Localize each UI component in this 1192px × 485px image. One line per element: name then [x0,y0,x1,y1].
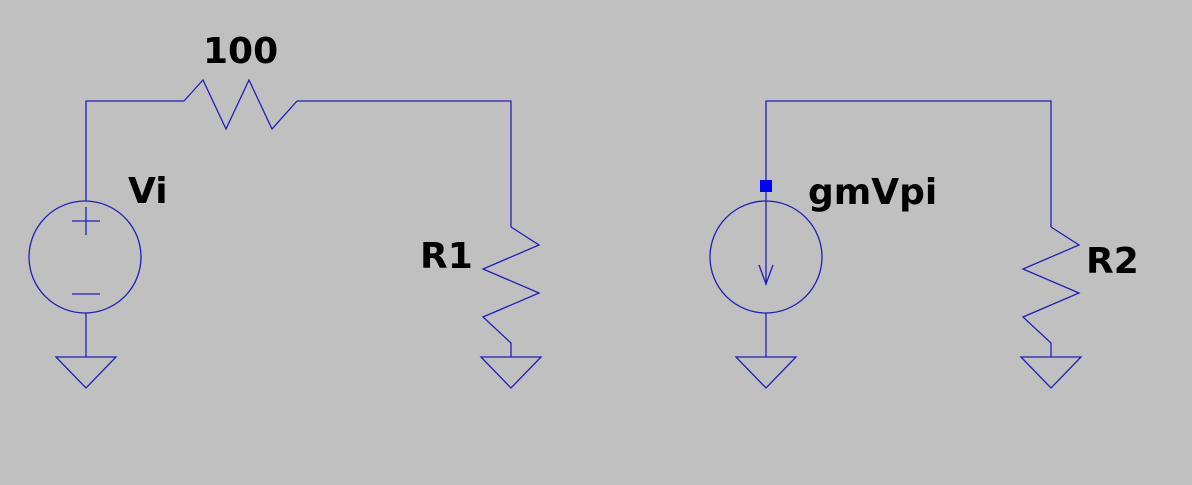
voltage-source-icon[interactable] [28,200,142,314]
series-resistor-icon[interactable] [183,78,298,131]
selected-pin-square[interactable] [760,180,772,192]
resistor-r1-label[interactable]: R1 [420,236,473,277]
ground-icon[interactable] [54,356,118,389]
ground-icon[interactable] [734,356,798,389]
wire-vi-top[interactable] [85,100,184,201]
resistor-r1-icon[interactable] [481,226,541,357]
right-circuit: gmVpi R2 [709,100,1139,389]
voltage-source-label[interactable]: Vi [128,171,168,212]
ground-icon[interactable] [1019,356,1083,389]
series-resistor-value-label[interactable]: 100 [203,31,278,72]
wire-resistor-to-r1[interactable] [297,100,512,227]
wire-current-source-top[interactable] [765,100,1052,227]
resistor-r2-icon[interactable] [1021,226,1081,357]
ground-icon[interactable] [479,356,543,389]
current-source-icon[interactable] [709,200,823,314]
left-circuit: 100 Vi R1 [28,31,543,389]
current-source-label[interactable]: gmVpi [808,172,937,213]
resistor-r2-label[interactable]: R2 [1086,241,1139,282]
